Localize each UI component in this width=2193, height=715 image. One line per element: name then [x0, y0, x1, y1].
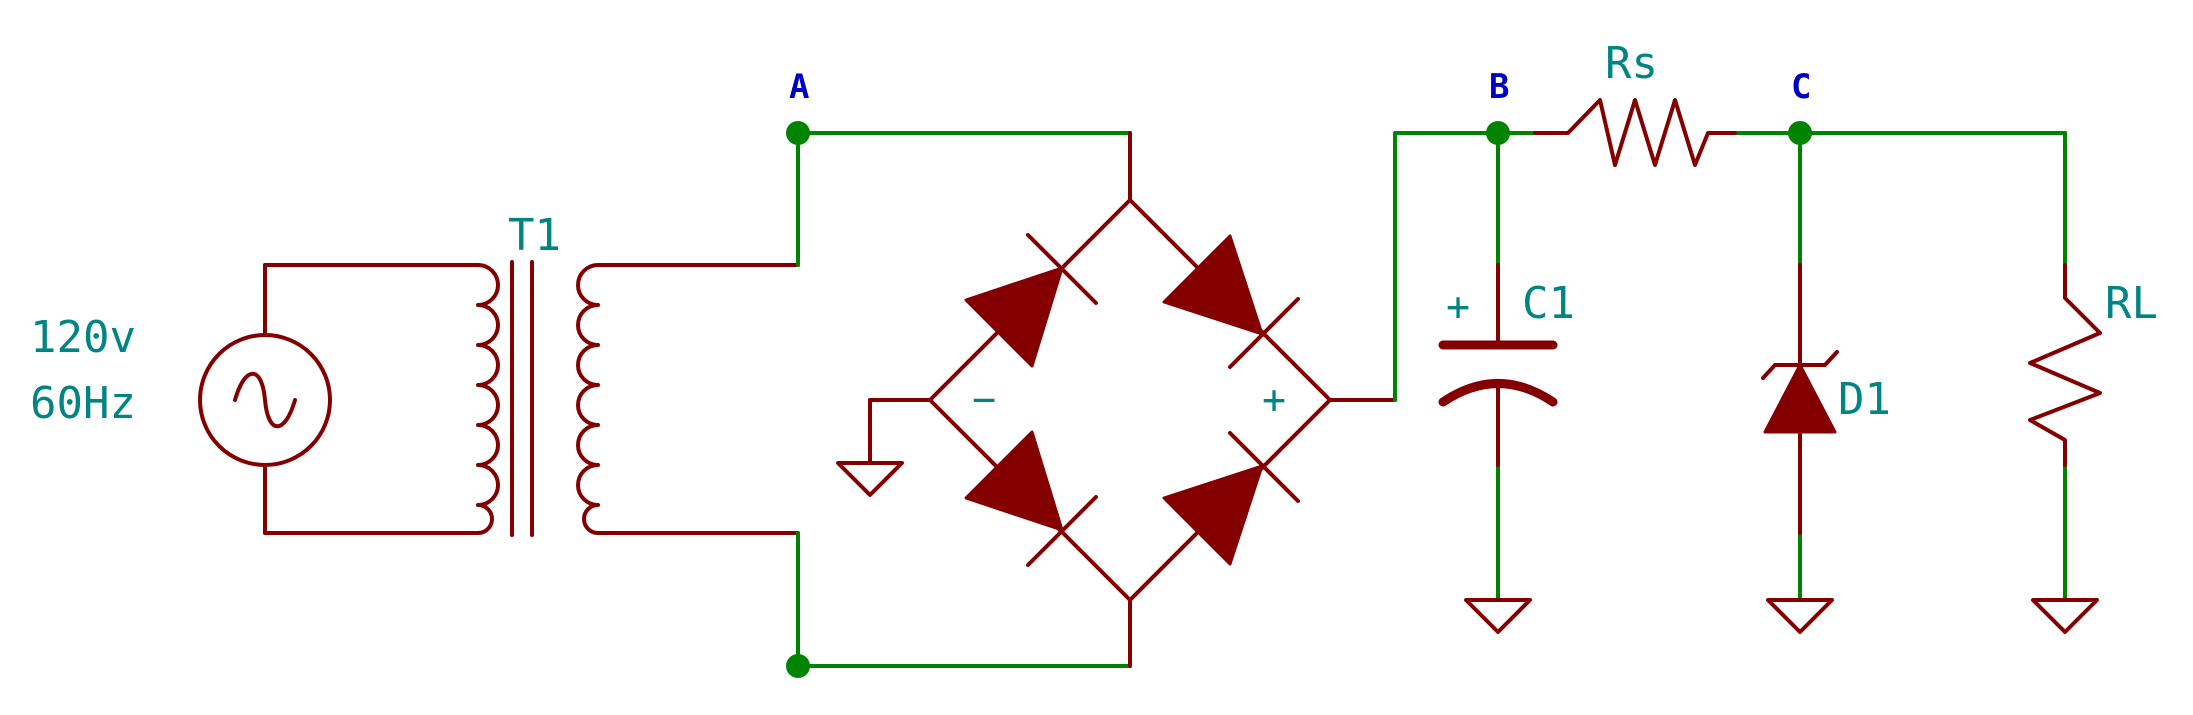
capacitor-polarity-label: + — [1446, 284, 1470, 330]
transformer-t1 — [478, 262, 798, 535]
wires-output — [1395, 133, 2065, 600]
node-b-label: B — [1489, 67, 1509, 107]
capacitor-ground-icon — [1466, 600, 1530, 632]
capacitor-ref-label: C1 — [1522, 278, 1575, 329]
junction-a — [786, 121, 810, 145]
junction-bottom — [786, 654, 810, 678]
zener-ref-label: D1 — [1838, 374, 1891, 425]
junction-c — [1788, 121, 1812, 145]
bridge-minus-label: − — [972, 377, 996, 423]
bridge-plus-label: + — [1262, 377, 1286, 423]
node-a-label: A — [789, 67, 809, 107]
node-c-label: C — [1791, 67, 1811, 107]
bridge-ground-icon — [838, 400, 902, 495]
source-frequency-label: 60Hz — [30, 378, 136, 429]
zener-ground-icon — [1768, 600, 1832, 632]
ac-source — [200, 265, 478, 533]
load-ref-label: RL — [2105, 278, 2158, 329]
wires-transformer-to-bridge — [798, 133, 1130, 666]
resistor-rs — [1535, 100, 1735, 165]
resistor-rs-label: Rs — [1605, 38, 1658, 89]
bridge-rectifier — [838, 133, 1395, 666]
source-voltage-label: 120v — [30, 312, 136, 363]
junction-b — [1486, 121, 1510, 145]
load-ground-icon — [2033, 600, 2097, 632]
sine-wave-icon — [235, 374, 295, 427]
transformer-ref-label: T1 — [508, 210, 561, 261]
